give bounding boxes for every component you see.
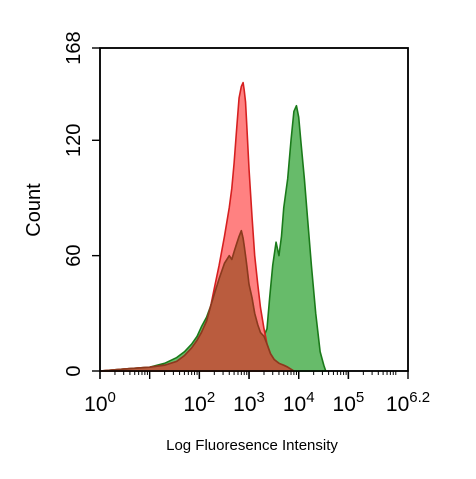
x-tick-label: 102: [184, 389, 216, 416]
axes-layer: [99, 47, 409, 372]
y-tick-label: 0: [63, 365, 85, 376]
x-tick-label: 100: [84, 389, 116, 416]
series-layer: [99, 81, 327, 372]
x-tick-label: 106.2: [386, 389, 430, 416]
y-axis-label: Count: [23, 183, 45, 237]
x-axis-label: Log Fluoresence Intensity: [166, 437, 338, 454]
y-tick-label: 168: [63, 31, 85, 64]
x-axis-ticks: 100 102 103 104 105 106.2: [84, 371, 430, 416]
x-tick-label: 105: [333, 389, 365, 416]
x-tick-label: 104: [283, 389, 315, 416]
y-tick-label: 120: [63, 124, 85, 157]
x-tick-label: 103: [233, 389, 265, 416]
y-tick-label: 60: [63, 245, 85, 267]
y-axis-ticks: 0 60 120 168: [63, 31, 100, 377]
plot-border: [99, 47, 409, 372]
overlap-series-area: [99, 229, 295, 372]
